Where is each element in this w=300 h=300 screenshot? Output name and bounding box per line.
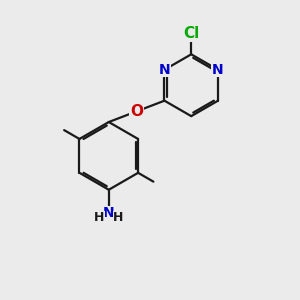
Text: N: N [103, 206, 115, 220]
Text: H: H [113, 211, 123, 224]
Text: O: O [130, 104, 143, 119]
Text: Cl: Cl [183, 26, 199, 41]
Text: H: H [94, 211, 104, 224]
Text: N: N [159, 63, 170, 77]
Text: N: N [212, 63, 224, 77]
